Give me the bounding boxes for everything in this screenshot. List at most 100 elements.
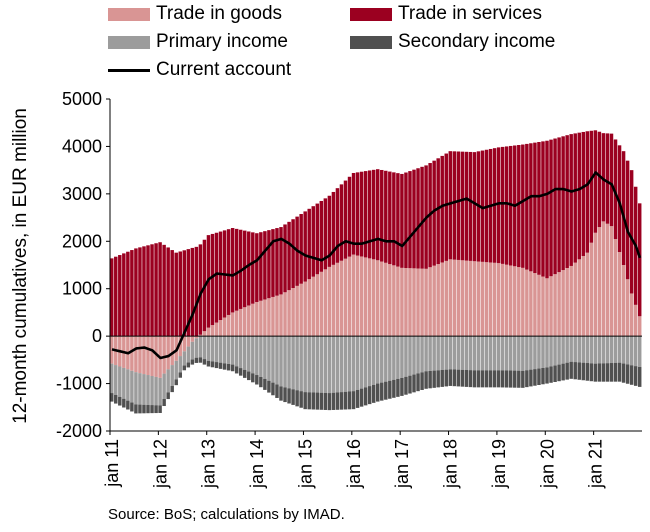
bar-primary-income — [146, 375, 150, 405]
bar-primary-income — [472, 336, 477, 371]
bar-primary-income — [452, 336, 457, 370]
bar-trade-in-goods — [363, 257, 368, 337]
bar-trade-in-goods — [476, 261, 481, 337]
bar-secondary-income — [460, 369, 465, 387]
bar-trade-in-services — [186, 249, 191, 337]
bar-secondary-income — [384, 381, 388, 400]
bar-trade-in-goods — [267, 298, 271, 337]
bar-primary-income — [339, 336, 344, 393]
bar-primary-income — [565, 336, 569, 363]
bar-secondary-income — [525, 370, 529, 388]
bar-secondary-income — [553, 365, 557, 382]
bar-trade-in-services — [525, 143, 529, 270]
bar-trade-in-services — [355, 172, 360, 256]
bar-primary-income — [416, 336, 420, 374]
bar-trade-in-goods — [238, 308, 243, 337]
bar-trade-in-goods — [243, 307, 247, 337]
bar-trade-in-services — [327, 195, 332, 267]
bar-trade-in-goods — [202, 331, 207, 337]
x-tick-label: jan 21 — [586, 439, 606, 489]
x-tick-label: jan 19 — [489, 439, 509, 489]
bar-secondary-income — [335, 392, 340, 410]
bar-trade-in-goods — [214, 322, 219, 337]
bar-trade-in-goods — [210, 325, 215, 337]
bar-trade-in-goods — [327, 266, 332, 337]
bar-trade-in-services — [311, 206, 315, 277]
bar-trade-in-services — [110, 258, 114, 337]
bar-primary-income — [597, 336, 602, 364]
bar-trade-in-goods — [621, 265, 626, 337]
bar-primary-income — [355, 336, 360, 390]
bar-secondary-income — [400, 377, 404, 396]
bar-secondary-income — [118, 396, 122, 406]
bar-primary-income — [311, 336, 315, 393]
bar-trade-in-goods — [146, 336, 150, 376]
bar-secondary-income — [218, 362, 223, 369]
bar-trade-in-goods — [162, 336, 166, 374]
bar-primary-income — [509, 336, 513, 371]
bar-trade-in-services — [432, 160, 436, 266]
bar-trade-in-services — [581, 131, 586, 256]
bar-trade-in-goods — [371, 259, 376, 337]
bar-trade-in-goods — [553, 274, 557, 337]
bar-trade-in-goods — [303, 281, 307, 337]
bar-secondary-income — [210, 361, 215, 368]
bar-primary-income — [513, 336, 517, 371]
bar-trade-in-services — [359, 171, 364, 257]
bar-secondary-income — [275, 384, 279, 398]
bar-primary-income — [476, 336, 481, 371]
bar-trade-in-services — [529, 143, 533, 272]
bar-secondary-income — [311, 392, 315, 410]
y-tick-label: 4000 — [62, 136, 102, 156]
bar-trade-in-services — [384, 170, 388, 263]
bar-primary-income — [194, 338, 199, 358]
bar-primary-income — [605, 336, 610, 364]
bar-secondary-income — [323, 392, 328, 410]
bar-primary-income — [436, 336, 440, 371]
bar-trade-in-goods — [307, 279, 311, 337]
bar-secondary-income — [533, 369, 537, 386]
bar-secondary-income — [476, 370, 481, 388]
bar-primary-income — [275, 336, 279, 385]
bar-secondary-income — [561, 363, 565, 381]
legend-label-primary-income: Primary income — [156, 31, 288, 52]
bar-trade-in-goods — [549, 276, 553, 337]
bar-secondary-income — [585, 363, 590, 381]
bar-secondary-income — [436, 370, 440, 388]
bar-primary-income — [504, 336, 509, 371]
bar-primary-income — [335, 336, 340, 393]
bar-secondary-income — [541, 368, 545, 385]
bar-trade-in-services — [404, 172, 408, 268]
bar-primary-income — [170, 365, 174, 386]
bar-trade-in-goods — [194, 336, 199, 339]
bar-trade-in-services — [347, 176, 352, 257]
bar-secondary-income — [247, 371, 251, 381]
bar-secondary-income — [162, 398, 166, 407]
bar-primary-income — [448, 336, 453, 370]
legend-label-trade-in-services: Trade in services — [398, 3, 542, 24]
bar-primary-income — [319, 336, 324, 393]
bar-secondary-income — [597, 363, 602, 382]
bar-trade-in-goods — [585, 252, 590, 337]
bar-trade-in-goods — [339, 260, 344, 337]
bar-primary-income — [581, 336, 586, 363]
bar-trade-in-goods — [593, 232, 598, 337]
bar-primary-income — [150, 375, 154, 406]
bar-primary-income — [380, 336, 384, 383]
x-tick-label: jan 15 — [296, 439, 316, 489]
bar-secondary-income — [440, 369, 444, 387]
bar-trade-in-goods — [573, 262, 577, 337]
line-current-account — [111, 171, 642, 360]
bar-secondary-income — [521, 370, 525, 388]
bar-secondary-income — [343, 391, 348, 410]
bar-secondary-income — [154, 405, 158, 414]
bar-trade-in-services — [307, 208, 311, 280]
bar-trade-in-goods — [533, 273, 537, 337]
bar-primary-income — [347, 336, 352, 392]
bar-trade-in-services — [287, 221, 291, 291]
bar-trade-in-services — [416, 168, 420, 269]
bar-trade-in-goods — [396, 266, 400, 337]
bar-primary-income — [206, 336, 211, 361]
bar-trade-in-goods — [428, 267, 432, 337]
